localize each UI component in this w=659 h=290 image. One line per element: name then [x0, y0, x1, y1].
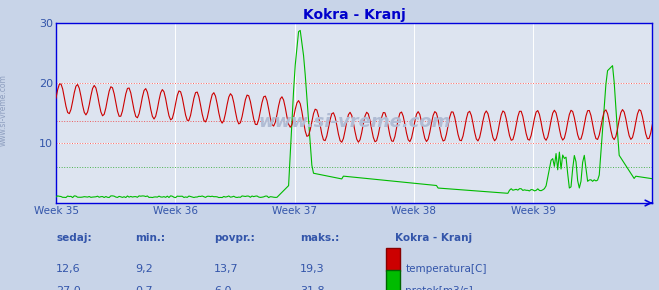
Text: 31,8: 31,8 — [300, 286, 324, 290]
Text: 19,3: 19,3 — [300, 264, 324, 274]
Title: Kokra - Kranj: Kokra - Kranj — [303, 8, 405, 22]
Text: maks.:: maks.: — [300, 233, 339, 243]
Text: sedaj:: sedaj: — [56, 233, 92, 243]
Text: povpr.:: povpr.: — [214, 233, 255, 243]
Text: 13,7: 13,7 — [214, 264, 239, 274]
Text: pretok[m3/s]: pretok[m3/s] — [405, 286, 473, 290]
Text: Kokra - Kranj: Kokra - Kranj — [395, 233, 473, 243]
Text: 6,0: 6,0 — [214, 286, 232, 290]
Text: www.si-vreme.com: www.si-vreme.com — [0, 74, 8, 146]
Text: min.:: min.: — [135, 233, 165, 243]
Text: 9,2: 9,2 — [135, 264, 153, 274]
Text: temperatura[C]: temperatura[C] — [405, 264, 487, 274]
Text: www.si-vreme.com: www.si-vreme.com — [258, 113, 451, 131]
Text: 12,6: 12,6 — [56, 264, 80, 274]
Text: 0,7: 0,7 — [135, 286, 153, 290]
Text: 27,0: 27,0 — [56, 286, 81, 290]
